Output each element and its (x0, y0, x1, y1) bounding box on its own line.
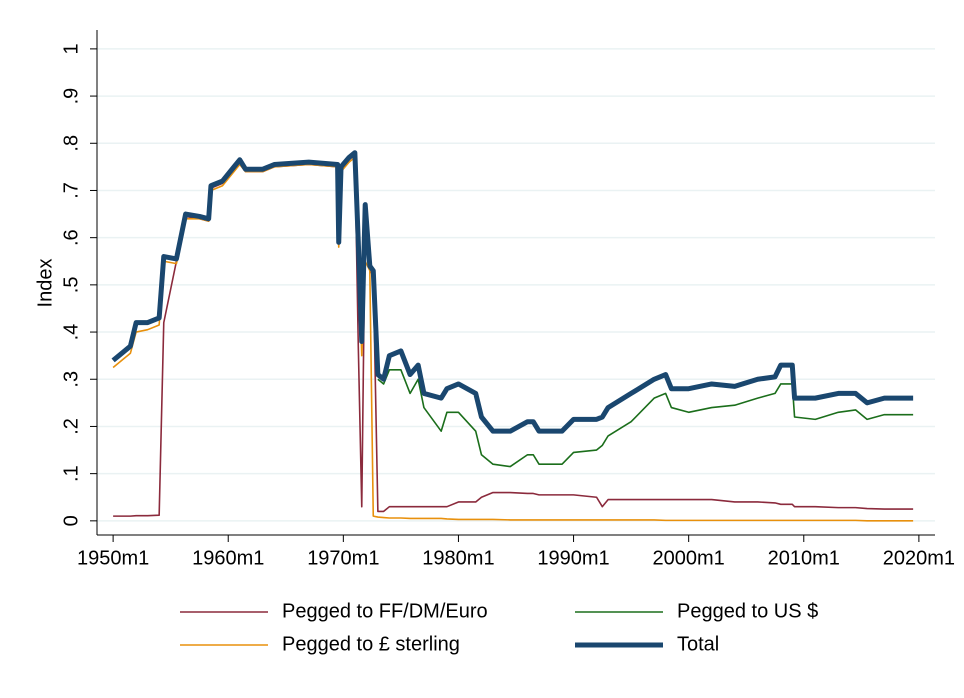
x-tick-label: 1950m1 (77, 547, 149, 569)
x-tick-label: 1970m1 (307, 547, 379, 569)
legend-label: Total (677, 633, 719, 655)
y-tick-label: 0 (60, 515, 82, 526)
legend-label: Pegged to FF/DM/Euro (282, 600, 488, 622)
y-tick-label: .8 (60, 135, 82, 152)
y-tick-label: .7 (60, 182, 82, 199)
series-line (377, 369, 914, 468)
y-tick-label: 1 (60, 43, 82, 54)
y-tick-label: .9 (60, 88, 82, 105)
legend-label: Pegged to £ sterling (282, 633, 460, 655)
x-tick-label: 1980m1 (422, 547, 494, 569)
y-tick-label: .4 (60, 324, 82, 341)
legend-label: Pegged to US $ (677, 600, 818, 622)
x-tick-label: 1990m1 (537, 547, 609, 569)
x-tick-label: 2010m1 (768, 547, 840, 569)
y-tick-label: .2 (60, 418, 82, 435)
x-tick-label: 2000m1 (653, 547, 725, 569)
x-tick-label: 2020m1 (883, 547, 955, 569)
y-tick-label: .1 (60, 465, 82, 482)
y-tick-label: .3 (60, 371, 82, 388)
x-tick-label: 1960m1 (192, 547, 264, 569)
series-line (111, 150, 914, 434)
y-axis-title: Index (34, 259, 56, 308)
y-tick-label: .5 (60, 277, 82, 294)
y-tick-label: .6 (60, 229, 82, 246)
